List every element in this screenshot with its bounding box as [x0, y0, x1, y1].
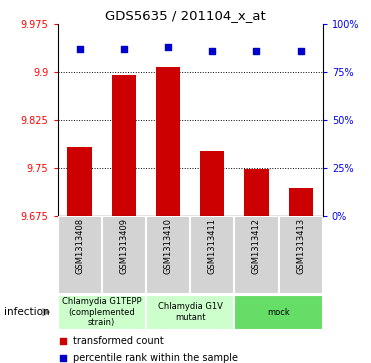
- Bar: [68, 147, 92, 216]
- Point: [121, 46, 127, 52]
- Point: [209, 48, 215, 53]
- Text: Chlamydia G1TEPP
(complemented
strain): Chlamydia G1TEPP (complemented strain): [62, 297, 141, 327]
- Text: GSM1313411: GSM1313411: [208, 218, 217, 274]
- Bar: [156, 67, 180, 216]
- Bar: [58, 295, 146, 330]
- Bar: [58, 216, 102, 294]
- Point: [60, 338, 66, 344]
- Text: mock: mock: [267, 308, 290, 317]
- Point: [60, 355, 66, 360]
- Bar: [146, 295, 234, 330]
- Bar: [234, 216, 279, 294]
- Bar: [190, 216, 234, 294]
- Text: GSM1313412: GSM1313412: [252, 218, 261, 274]
- Text: infection: infection: [4, 307, 49, 317]
- Bar: [146, 216, 190, 294]
- Text: transformed count: transformed count: [73, 336, 164, 346]
- Bar: [279, 216, 323, 294]
- Point: [165, 44, 171, 50]
- Text: GSM1313409: GSM1313409: [119, 218, 128, 274]
- Bar: [200, 151, 224, 216]
- Bar: [244, 169, 269, 216]
- Bar: [234, 295, 323, 330]
- Point: [298, 48, 303, 54]
- Text: Chlamydia G1V
mutant: Chlamydia G1V mutant: [158, 302, 223, 322]
- Text: percentile rank within the sample: percentile rank within the sample: [73, 352, 239, 363]
- Text: GSM1313408: GSM1313408: [75, 218, 84, 274]
- Bar: [102, 216, 146, 294]
- Point: [77, 46, 83, 52]
- Text: GSM1313410: GSM1313410: [164, 218, 173, 274]
- Bar: [112, 75, 136, 216]
- Text: GSM1313413: GSM1313413: [296, 218, 305, 274]
- Bar: [289, 188, 313, 216]
- Point: [253, 48, 259, 54]
- Text: GDS5635 / 201104_x_at: GDS5635 / 201104_x_at: [105, 9, 266, 22]
